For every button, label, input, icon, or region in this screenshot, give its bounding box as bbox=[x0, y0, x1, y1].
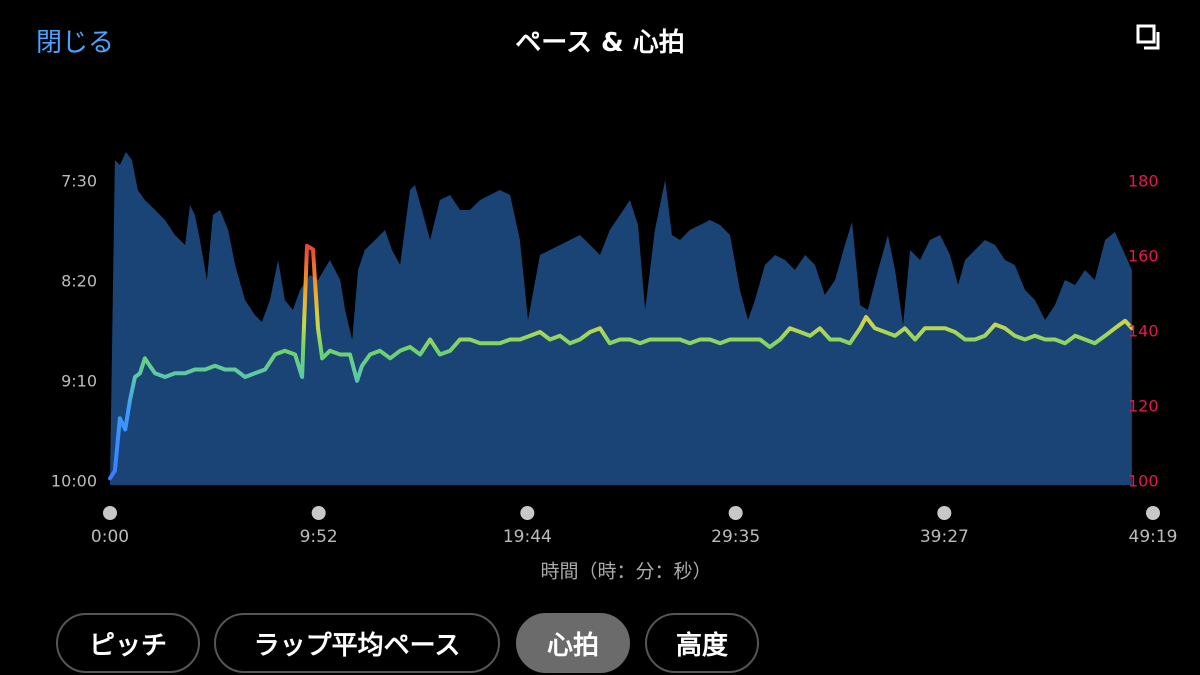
chart: 時間（時：分：秒） 7:30 8:20 9:10 10:00 100 120 140 160 1… bbox=[51, 152, 1178, 583]
screen-title: ペース & 心拍 bbox=[515, 28, 685, 58]
y2-tick-label: 180 bbox=[1128, 172, 1159, 191]
x-tick-label: 0:00 bbox=[91, 527, 129, 547]
y-tick-label: 8:20 bbox=[61, 272, 97, 291]
x-tick-label: 19:44 bbox=[503, 527, 552, 547]
x-tick-label: 29:35 bbox=[711, 527, 760, 547]
x-axis-label: 時間（時：分：秒） bbox=[540, 561, 711, 583]
y-tick-label: 7:30 bbox=[61, 172, 97, 191]
tab-button[interactable]: ピッチ bbox=[56, 613, 200, 673]
y-tick-label: 10:00 bbox=[51, 472, 97, 491]
x-tick-dot bbox=[103, 506, 117, 520]
x-tick-label: 39:27 bbox=[920, 527, 969, 547]
tab-button[interactable]: ラップ平均ペース bbox=[214, 613, 500, 673]
heart-rate-line bbox=[108, 243, 1134, 481]
y2-tick-label: 120 bbox=[1128, 397, 1159, 416]
y2-tick-label: 140 bbox=[1128, 322, 1159, 341]
pace-area bbox=[110, 152, 1132, 485]
x-tick-label: 9:52 bbox=[300, 527, 338, 547]
close-button[interactable]: 閉じる bbox=[36, 28, 115, 58]
y-tick-label: 9:10 bbox=[61, 372, 97, 391]
tab-button[interactable]: 高度 bbox=[645, 613, 759, 673]
fullscreen-icon[interactable] bbox=[1136, 24, 1166, 54]
x-tick-dot bbox=[728, 506, 743, 520]
y2-tick-label: 100 bbox=[1128, 472, 1159, 491]
x-tick-dot bbox=[520, 506, 535, 520]
tab-button[interactable]: 心拍 bbox=[516, 613, 630, 673]
x-tick-label: 49:19 bbox=[1129, 527, 1178, 547]
y2-tick-label: 160 bbox=[1128, 247, 1159, 266]
x-tick-dot bbox=[1146, 506, 1160, 520]
x-tick-dot bbox=[937, 506, 952, 520]
x-tick-dot bbox=[311, 506, 326, 520]
